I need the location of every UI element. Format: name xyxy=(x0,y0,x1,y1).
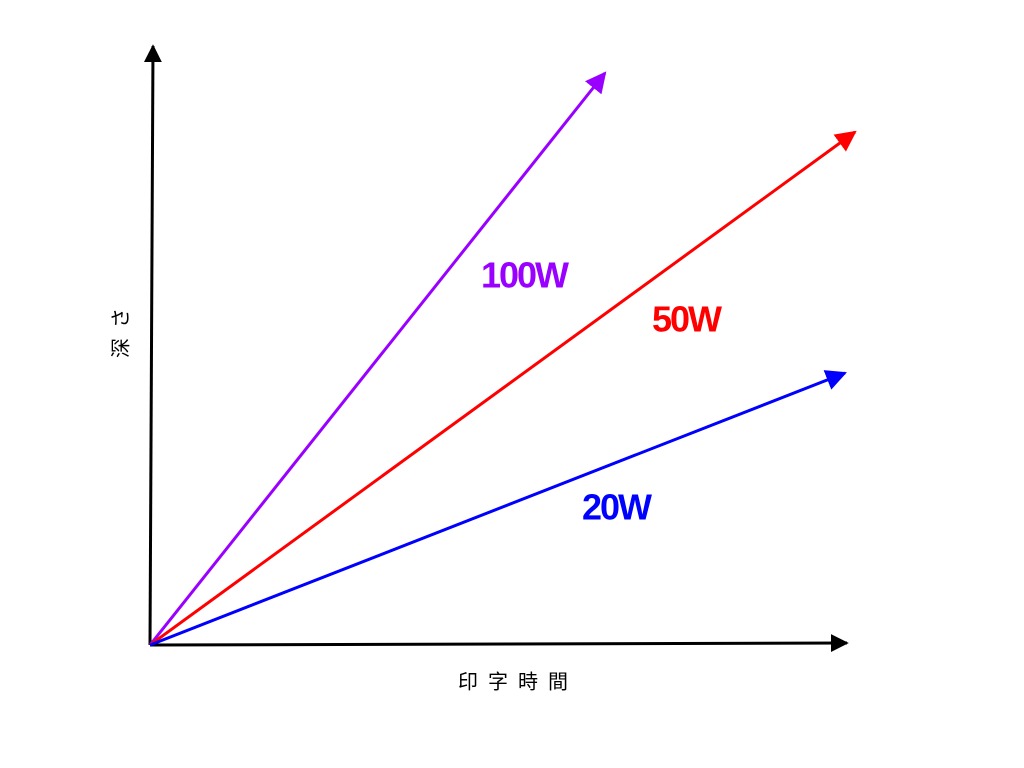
x-axis xyxy=(149,634,849,653)
line-label: 20W xyxy=(582,487,652,528)
line-20w xyxy=(149,370,847,647)
line-50w xyxy=(149,130,857,647)
x-axis-label: 印字時間 xyxy=(458,670,578,694)
line-label: 50W xyxy=(652,299,722,340)
line-100w xyxy=(148,71,607,646)
y-axis-label: 深さ xyxy=(109,298,133,358)
y-axis xyxy=(143,44,162,646)
line-label: 100W xyxy=(481,255,569,296)
